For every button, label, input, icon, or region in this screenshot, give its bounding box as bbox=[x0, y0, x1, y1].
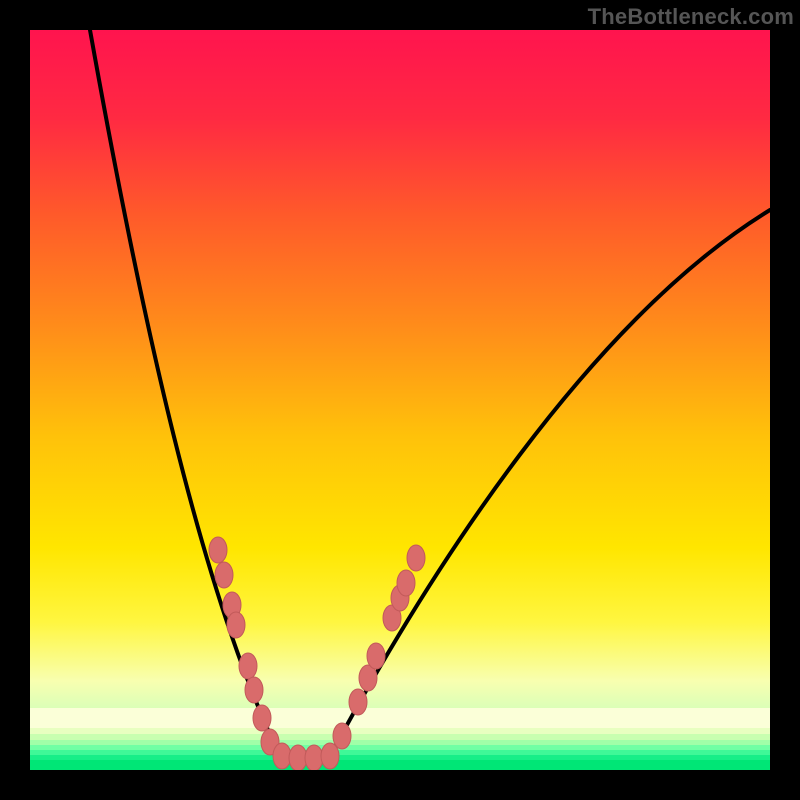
data-marker bbox=[367, 643, 385, 669]
curve-layer bbox=[30, 30, 770, 770]
data-marker bbox=[253, 705, 271, 731]
bottleneck-curve bbox=[90, 30, 770, 756]
data-marker bbox=[397, 570, 415, 596]
data-marker bbox=[273, 743, 291, 769]
data-marker bbox=[407, 545, 425, 571]
data-marker bbox=[305, 745, 323, 770]
data-marker bbox=[321, 743, 339, 769]
data-marker bbox=[349, 689, 367, 715]
data-marker bbox=[209, 537, 227, 563]
data-marker bbox=[239, 653, 257, 679]
plot-area bbox=[30, 30, 770, 770]
data-marker bbox=[245, 677, 263, 703]
data-marker bbox=[289, 745, 307, 770]
chart-root: TheBottleneck.com bbox=[0, 0, 800, 800]
watermark-text: TheBottleneck.com bbox=[588, 4, 794, 30]
marker-group bbox=[209, 537, 425, 770]
data-marker bbox=[227, 612, 245, 638]
data-marker bbox=[333, 723, 351, 749]
data-marker bbox=[215, 562, 233, 588]
